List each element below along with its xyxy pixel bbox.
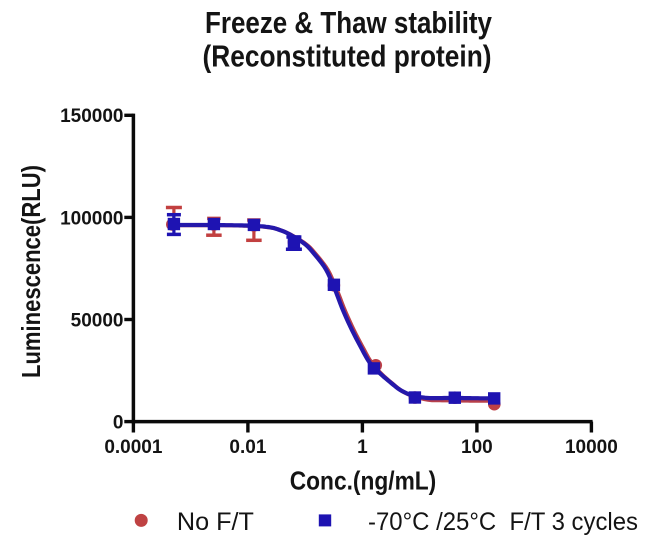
svg-text:-70°C /25°C F/T 3 cycles: -70°C /25°C F/T 3 cycles xyxy=(368,508,638,536)
svg-text:(Reconstituted protein): (Reconstituted protein) xyxy=(203,39,492,74)
svg-text:0.01: 0.01 xyxy=(229,437,266,458)
svg-text:Freeze & Thaw stability: Freeze & Thaw stability xyxy=(205,5,493,40)
svg-text:No F/T: No F/T xyxy=(177,508,254,536)
svg-text:100: 100 xyxy=(461,437,493,458)
svg-text:Luminescence(RLU): Luminescence(RLU) xyxy=(16,165,46,378)
svg-text:150000: 150000 xyxy=(60,106,123,127)
svg-text:1: 1 xyxy=(357,437,368,458)
svg-text:0.0001: 0.0001 xyxy=(104,437,163,458)
svg-text:0: 0 xyxy=(113,413,124,434)
svg-text:Conc.(ng/mL): Conc.(ng/mL) xyxy=(290,466,437,496)
svg-text:50000: 50000 xyxy=(71,310,124,331)
svg-text:10000: 10000 xyxy=(565,437,618,458)
svg-text:100000: 100000 xyxy=(60,208,123,229)
